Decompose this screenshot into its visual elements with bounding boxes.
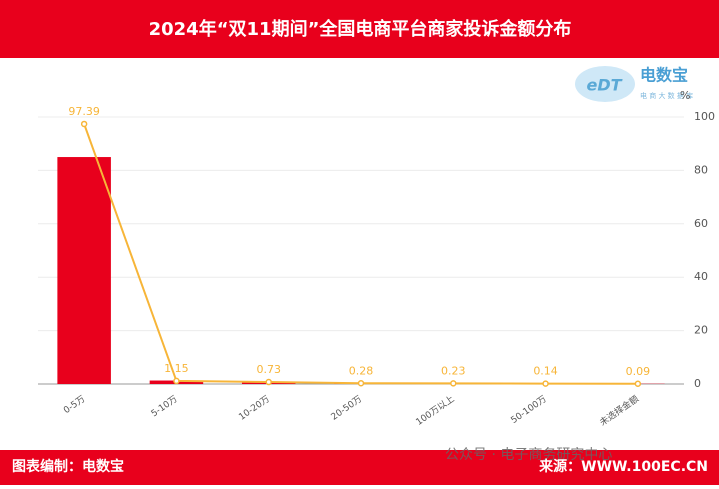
line-point <box>266 380 271 385</box>
data-label: 0.28 <box>349 364 374 377</box>
data-label: 1.15 <box>164 362 189 375</box>
y-tick-label: 60 <box>694 217 708 230</box>
y-axis-label: % <box>680 89 690 102</box>
x-tick-label: 50-100万 <box>509 394 548 426</box>
x-tick-label: 10-20万 <box>237 394 272 422</box>
line-point <box>82 121 87 126</box>
footer-left: 图表编制：电数宝 <box>12 458 124 475</box>
y-tick-label: 80 <box>694 163 708 176</box>
data-label: 0.73 <box>256 363 281 376</box>
x-tick-label: 20-50万 <box>330 394 365 422</box>
y-tick-label: 0 <box>694 377 701 390</box>
line-point <box>359 381 364 386</box>
x-tick-label: 未选择金额 <box>597 393 641 429</box>
x-tick-label: 100万以上 <box>414 393 457 427</box>
logo: eDT 电数宝 电 商 大 数 据 库 <box>575 66 693 103</box>
x-tick-label: 5-10万 <box>150 394 180 419</box>
footer-right: 来源：WWW.100EC.CN <box>538 458 708 475</box>
line-point <box>543 381 548 386</box>
bar <box>57 157 111 384</box>
y-tick-label: 40 <box>694 270 708 283</box>
line-point <box>174 378 179 383</box>
data-label: 0.14 <box>533 365 558 378</box>
logo-mark: eDT <box>586 76 622 95</box>
y-tick-label: 20 <box>694 324 708 337</box>
x-tick-label: 0-5万 <box>62 394 87 416</box>
data-label: 0.09 <box>626 365 651 378</box>
data-label: 0.23 <box>441 364 466 377</box>
data-label: 97.39 <box>68 105 100 118</box>
line-point <box>451 381 456 386</box>
line <box>84 124 638 384</box>
y-tick-label: 100 <box>694 110 715 123</box>
logo-text: 电数宝 <box>640 66 688 85</box>
chart-title: 2024年“双11期间”全国电商平台商家投诉金额分布 <box>149 18 572 40</box>
line-point <box>635 381 640 386</box>
